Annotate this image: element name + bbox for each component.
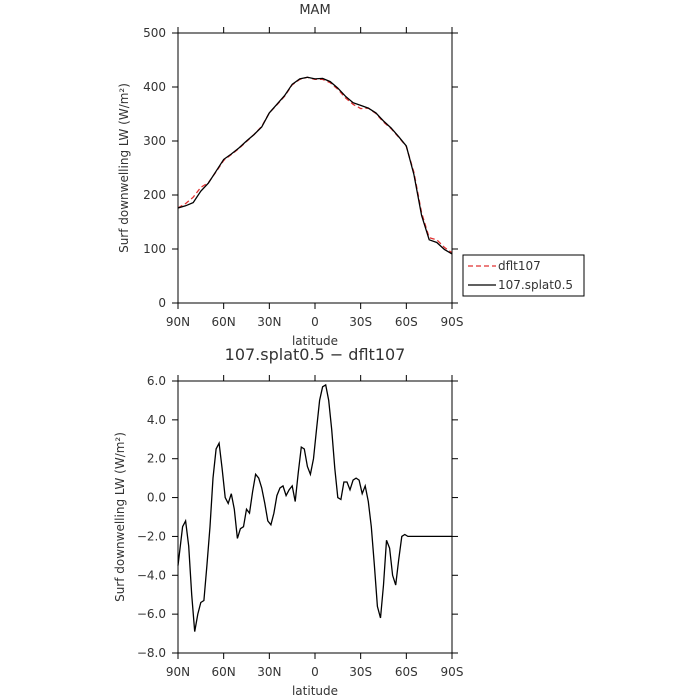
- top-x-axis: 90N 60N 30N 0 30S 60S 90S: [166, 27, 464, 329]
- top-y-tick-label: 0: [158, 296, 166, 310]
- top-y-axis-label: Surf downwelling LW (W/m²): [117, 83, 131, 253]
- top-y-tick-label: 500: [143, 26, 166, 40]
- bottom-x-tick-label: 60S: [395, 665, 418, 679]
- top-x-tick-label: 60N: [212, 315, 236, 329]
- bottom-x-axis: 90N 60N 30N 0 30S 60S 90S: [166, 375, 464, 679]
- top-plot-area: [177, 76, 453, 255]
- top-y-tick-label: 400: [143, 80, 166, 94]
- top-x-tick-label: 30S: [349, 315, 372, 329]
- top-chart-title: MAM: [299, 3, 330, 18]
- bottom-x-tick-label: 90S: [441, 665, 464, 679]
- top-chart: MAM 90N 60N 30N 0 30S 60S 90S 0 100 200 300 400 500…: [117, 3, 463, 348]
- top-x-axis-label: latitude: [292, 334, 338, 348]
- legend-label-splat: 107.splat0.5: [498, 278, 573, 292]
- bottom-y-tick-label: −4.0: [137, 568, 166, 582]
- bottom-plot-area: [177, 383, 452, 632]
- bottom-x-tick-label: 0: [311, 665, 319, 679]
- top-x-tick-label: 90N: [166, 315, 190, 329]
- bottom-y-axis: −8.0 −6.0 −4.0 −2.0 0.0 2.0 4.0 6.0: [137, 374, 458, 660]
- bottom-y-tick-label: 0.0: [147, 491, 166, 505]
- bottom-y-tick-label: −2.0: [137, 529, 166, 543]
- top-x-tick-label: 90S: [441, 315, 464, 329]
- top-y-tick-label: 100: [143, 242, 166, 256]
- top-y-axis: 0 100 200 300 400 500: [143, 26, 458, 310]
- top-series-line-107-splat0-5: [177, 76, 453, 255]
- top-x-tick-label: 60S: [395, 315, 418, 329]
- bottom-y-tick-label: −6.0: [137, 607, 166, 621]
- legend-box: [462, 254, 585, 297]
- bottom-y-tick-label: 4.0: [147, 413, 166, 427]
- bottom-y-tick-label: −8.0: [137, 646, 166, 660]
- bottom-x-tick-label: 30N: [257, 665, 281, 679]
- legend-label-dflt107: dflt107: [498, 259, 541, 273]
- bottom-x-tick-label: 60N: [212, 665, 236, 679]
- top-y-tick-label: 200: [143, 188, 166, 202]
- bottom-y-axis-label: Surf downwelling LW (W/m²): [113, 432, 127, 602]
- top-y-tick-label: 300: [143, 134, 166, 148]
- bottom-series-line-0: [177, 383, 452, 632]
- top-x-tick-label: 30N: [257, 315, 281, 329]
- bottom-chart-title: 107.splat0.5 − dflt107: [225, 345, 406, 364]
- bottom-y-tick-label: 6.0: [147, 374, 166, 388]
- bottom-x-tick-label: 90N: [166, 665, 190, 679]
- bottom-chart: 107.splat0.5 − dflt107 90N 60N 30N 0 30S 60S 9…: [113, 345, 463, 698]
- bottom-y-tick-label: 2.0: [147, 452, 166, 466]
- bottom-x-tick-label: 30S: [349, 665, 372, 679]
- legend: dflt107 107.splat0.5: [462, 254, 585, 297]
- bottom-plot-frame: [177, 380, 453, 654]
- top-x-tick-label: 0: [311, 315, 319, 329]
- bottom-x-axis-label: latitude: [292, 684, 338, 698]
